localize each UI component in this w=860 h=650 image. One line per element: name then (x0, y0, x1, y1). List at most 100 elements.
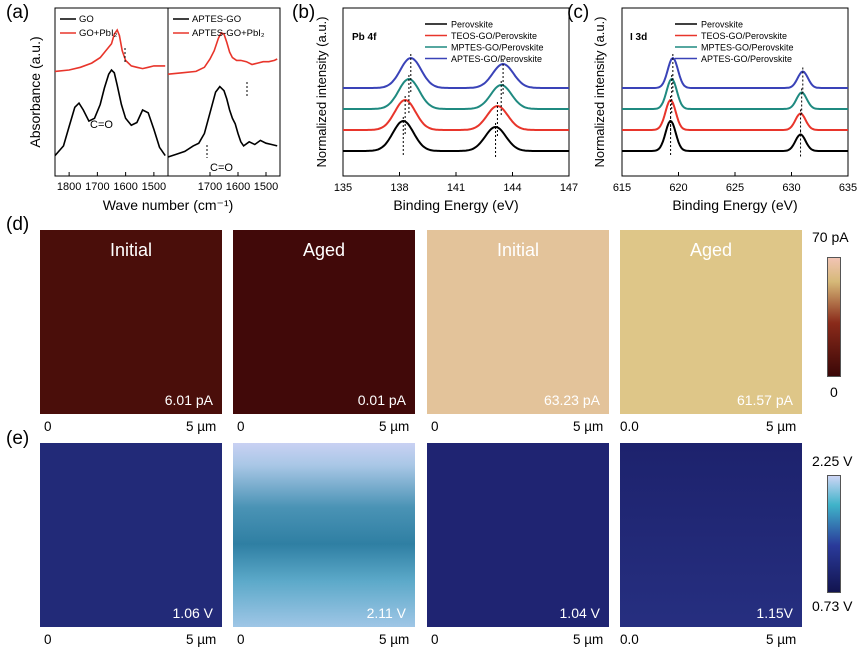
tile-value: 0.01 pA (357, 392, 406, 408)
x-tick-label: 620 (669, 182, 687, 194)
series-line-pbi2 (54, 28, 166, 73)
scale-end: 5 µm (573, 419, 604, 434)
legend-label-aptes-go: APTES-GO (192, 14, 241, 25)
scale-row-e: 0 5 µm 0 5 µm 0 5 µm 0.0 5 µm (0, 632, 860, 650)
legend-label: Perovskite (451, 20, 493, 30)
x-tick-label: 141 (447, 182, 465, 194)
scale-start: 0 (237, 632, 245, 647)
legend-label-go: GO (79, 14, 94, 25)
scale-start: 0 (237, 419, 245, 434)
scale-start: 0.0 (620, 632, 639, 647)
panel-b-xlabel: Binding Energy (eV) (393, 197, 518, 213)
x-tick-label: 1600 (226, 181, 250, 193)
series-line-mptes-go-perovskite (343, 77, 569, 110)
series-line-teos-go-perovskite (622, 99, 848, 131)
panel-c-xlabel: Binding Energy (eV) (672, 197, 797, 213)
panel-c-plot: 615 620 625 630 635 I 3d PerovskiteTEOS-GO/P… (592, 7, 857, 213)
series-line-aptes-go-perovskite (622, 56, 848, 89)
current-map-tile: Initial 6.01 pA (40, 230, 222, 414)
panel-b-plot: 135 138 141 144 147 Pb 4f PerovskiteTEOS-GO/… (314, 7, 578, 213)
tile-title: Initial (109, 240, 153, 260)
x-tick-label: 1800 (57, 181, 81, 193)
panel-b-ylabel: Normalized intensity (a.u.) (314, 17, 329, 168)
current-map-tile: Initial 63.23 pA (427, 230, 609, 414)
tile-value: 63.23 pA (543, 392, 600, 408)
series-line-mptes-go-perovskite (622, 77, 848, 110)
tile-value: 6.01 pA (164, 392, 213, 408)
panel-a-right-frame (167, 7, 281, 177)
scale-start: 0 (431, 419, 439, 434)
x-tick-label: 144 (503, 182, 521, 194)
legend-label: APTES-GO/Perovskite (701, 54, 792, 64)
panel-b-title: Pb 4f (352, 32, 377, 43)
x-tick-label: 1500 (142, 181, 166, 193)
legend-label: MPTES-GO/Perovskite (701, 43, 794, 53)
panel-label-a: (a) (6, 2, 30, 23)
legend-label: MPTES-GO/Perovskite (451, 43, 544, 53)
panel-label-b: (b) (292, 2, 316, 23)
panel-label-e: (e) (6, 428, 30, 449)
legend-label: APTES-GO/Perovskite (451, 54, 542, 64)
scale-end: 5 µm (186, 632, 217, 647)
x-tick-label: 1600 (113, 181, 137, 193)
top-charts: 1800 1700 1600 1500 1700 1600 1500 GO GO+PbI₂ … (27, 7, 857, 213)
scale-end: 5 µm (766, 632, 797, 647)
cpd-map-tile: 1.15V (620, 443, 802, 627)
x-tick-label: 625 (726, 182, 744, 194)
scale-end: 5 µm (573, 632, 604, 647)
series-line-aptes-go-perovskite (343, 56, 569, 89)
x-tick-label: 615 (613, 182, 631, 194)
x-tick-label: 1700 (85, 181, 109, 193)
cpd-map-tile: 1.06 V (40, 443, 222, 627)
series-line-pbi2 (167, 31, 278, 75)
colorbar-e (827, 475, 841, 593)
cpd-map-tile: 2.11 V (233, 443, 415, 627)
current-map-tile: Aged 0.01 pA (233, 230, 415, 414)
current-map-tile: Aged 61.57 pA (620, 230, 802, 414)
scale-end: 5 µm (186, 419, 217, 434)
cpd-map-tile: 1.04 V (427, 443, 609, 627)
scale-end: 5 µm (766, 419, 797, 434)
scale-start: 0 (431, 632, 439, 647)
tile-value: 1.04 V (559, 605, 600, 621)
legend-label-aptes-go-pbi2: APTES-GO+PbI₂ (192, 28, 265, 39)
scale-start: 0.0 (620, 419, 639, 434)
scale-row-d: 0 5 µm 0 5 µm 0 5 µm 0.0 5 µm (0, 419, 860, 437)
legend-label: TEOS-GO/Perovskite (701, 31, 787, 41)
series-line-base (167, 85, 278, 158)
tile-title: Initial (496, 240, 540, 260)
x-tick-label: 135 (334, 182, 352, 194)
colorbar-e-min: 0.73 V (812, 598, 853, 614)
scale-start: 0 (44, 632, 52, 647)
panel-label-c: (c) (567, 2, 590, 23)
x-tick-label: 635 (839, 182, 857, 194)
series-line-teos-go-perovskite (343, 98, 569, 131)
series-line-perovskite (622, 120, 848, 152)
tile-value: 1.06 V (172, 605, 213, 621)
scale-end: 5 µm (379, 632, 410, 647)
tile-value: 61.57 pA (736, 392, 793, 408)
legend-label: Perovskite (701, 20, 743, 30)
colorbar-e-max: 2.25 V (812, 453, 853, 469)
tile-value: 2.11 V (366, 605, 406, 621)
annotation-c-o-right: C=O (210, 162, 233, 174)
colorbar-d-min: 0 (830, 384, 838, 400)
panel-a-ylabel: Absorbance (a.u.) (27, 36, 43, 147)
colorbar-d-max: 70 pA (812, 229, 849, 245)
panel-label-d: (d) (6, 214, 30, 235)
scale-start: 0 (44, 419, 52, 434)
legend-label: TEOS-GO/Perovskite (451, 31, 537, 41)
legend-label-go-pbi2: GO+PbI₂ (79, 28, 118, 39)
x-tick-label: 1700 (198, 181, 222, 193)
panel-a-xlabel: Wave number (cm⁻¹) (103, 197, 234, 213)
tile-title: Aged (302, 240, 346, 260)
x-tick-label: 138 (390, 182, 408, 194)
colorbar-d (827, 257, 841, 377)
x-tick-label: 1500 (254, 181, 278, 193)
series-line-base (54, 68, 166, 157)
scale-end: 5 µm (379, 419, 410, 434)
x-tick-label: 147 (560, 182, 578, 194)
panel-a-plot: 1800 1700 1600 1500 1700 1600 1500 GO GO+PbI₂ … (27, 7, 281, 213)
series-line-perovskite (343, 119, 569, 152)
panel-c-ylabel: Normalized intensity (a.u.) (592, 17, 607, 168)
